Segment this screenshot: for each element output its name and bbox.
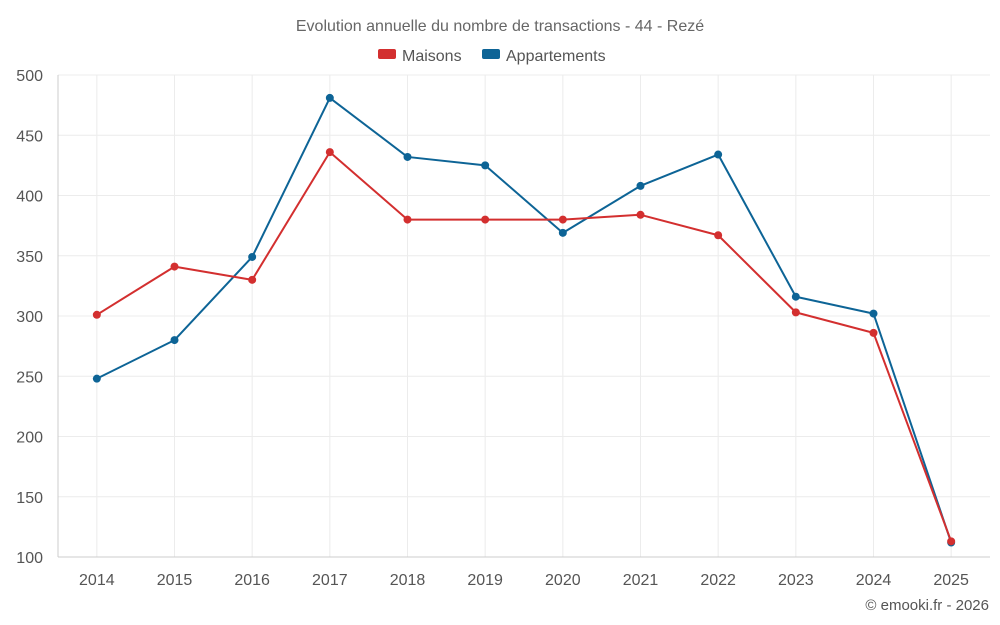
data-point-appartements[interactable]: [791, 292, 800, 301]
data-point-maisons[interactable]: [791, 308, 800, 317]
legend-item-maisons[interactable]: Maisons: [378, 48, 462, 65]
axes: 100 150 200 250 300 350 400 450 500 2014 2015 2016 2…: [16, 68, 990, 589]
data-point-maisons[interactable]: [636, 210, 645, 219]
x-tick-label: 2015: [157, 572, 193, 589]
data-point-maisons[interactable]: [869, 328, 878, 337]
data-point-appartements[interactable]: [248, 252, 257, 261]
x-tick-label: 2022: [700, 572, 736, 589]
data-point-appartements[interactable]: [403, 152, 412, 161]
data-point-maisons[interactable]: [481, 215, 490, 224]
data-point-maisons[interactable]: [947, 537, 956, 546]
data-point-appartements[interactable]: [714, 150, 723, 159]
data-point-appartements[interactable]: [869, 309, 878, 318]
series-line-maisons: [96, 151, 953, 542]
x-tick-label: 2020: [545, 572, 581, 589]
x-tick-label: 2024: [856, 572, 892, 589]
data-point-maisons[interactable]: [325, 148, 334, 157]
x-tick-label: 2018: [390, 572, 426, 589]
y-tick-label: 400: [16, 189, 43, 206]
series-line-appartements: [96, 96, 953, 543]
data-point-appartements[interactable]: [636, 181, 645, 190]
data-point-maisons[interactable]: [248, 275, 257, 284]
x-tick-label: 2025: [933, 572, 969, 589]
legend-label-appartements: Appartements: [506, 48, 606, 65]
credit-text: © emooki.fr - 2026: [865, 597, 989, 614]
x-tick-label: 2019: [467, 572, 503, 589]
data-point-maisons[interactable]: [403, 215, 412, 224]
data-point-appartements[interactable]: [481, 161, 490, 170]
x-tick-label: 2017: [312, 572, 348, 589]
y-tick-label: 300: [16, 309, 43, 326]
data-point-appartements[interactable]: [170, 336, 179, 345]
y-tick-label: 450: [16, 128, 43, 145]
x-tick-label: 2023: [778, 572, 814, 589]
data-point-maisons[interactable]: [170, 262, 179, 271]
x-tick-label: 2016: [234, 572, 270, 589]
legend: Maisons Appartements: [378, 48, 606, 65]
data-point-appartements[interactable]: [92, 374, 101, 383]
y-tick-label: 500: [16, 68, 43, 85]
legend-item-appartements[interactable]: Appartements: [482, 48, 606, 65]
data-point-maisons[interactable]: [92, 310, 101, 319]
y-tick-label: 100: [16, 550, 43, 567]
y-tick-label: 250: [16, 369, 43, 386]
legend-swatch-maisons: [378, 49, 396, 59]
y-tick-label: 200: [16, 430, 43, 447]
y-tick-label: 150: [16, 490, 43, 507]
data-point-appartements[interactable]: [325, 93, 334, 102]
legend-swatch-appartements: [482, 49, 500, 59]
data-point-maisons[interactable]: [558, 215, 567, 224]
series-maisons: [92, 148, 956, 546]
legend-label-maisons: Maisons: [402, 48, 462, 65]
x-tick-label: 2021: [623, 572, 659, 589]
x-tick-label: 2014: [79, 572, 115, 589]
data-point-maisons[interactable]: [714, 231, 723, 240]
chart-title: Evolution annuelle du nombre de transact…: [296, 18, 704, 35]
series: [92, 93, 956, 547]
y-tick-label: 350: [16, 249, 43, 266]
data-point-appartements[interactable]: [558, 228, 567, 237]
series-appartements: [92, 93, 956, 547]
